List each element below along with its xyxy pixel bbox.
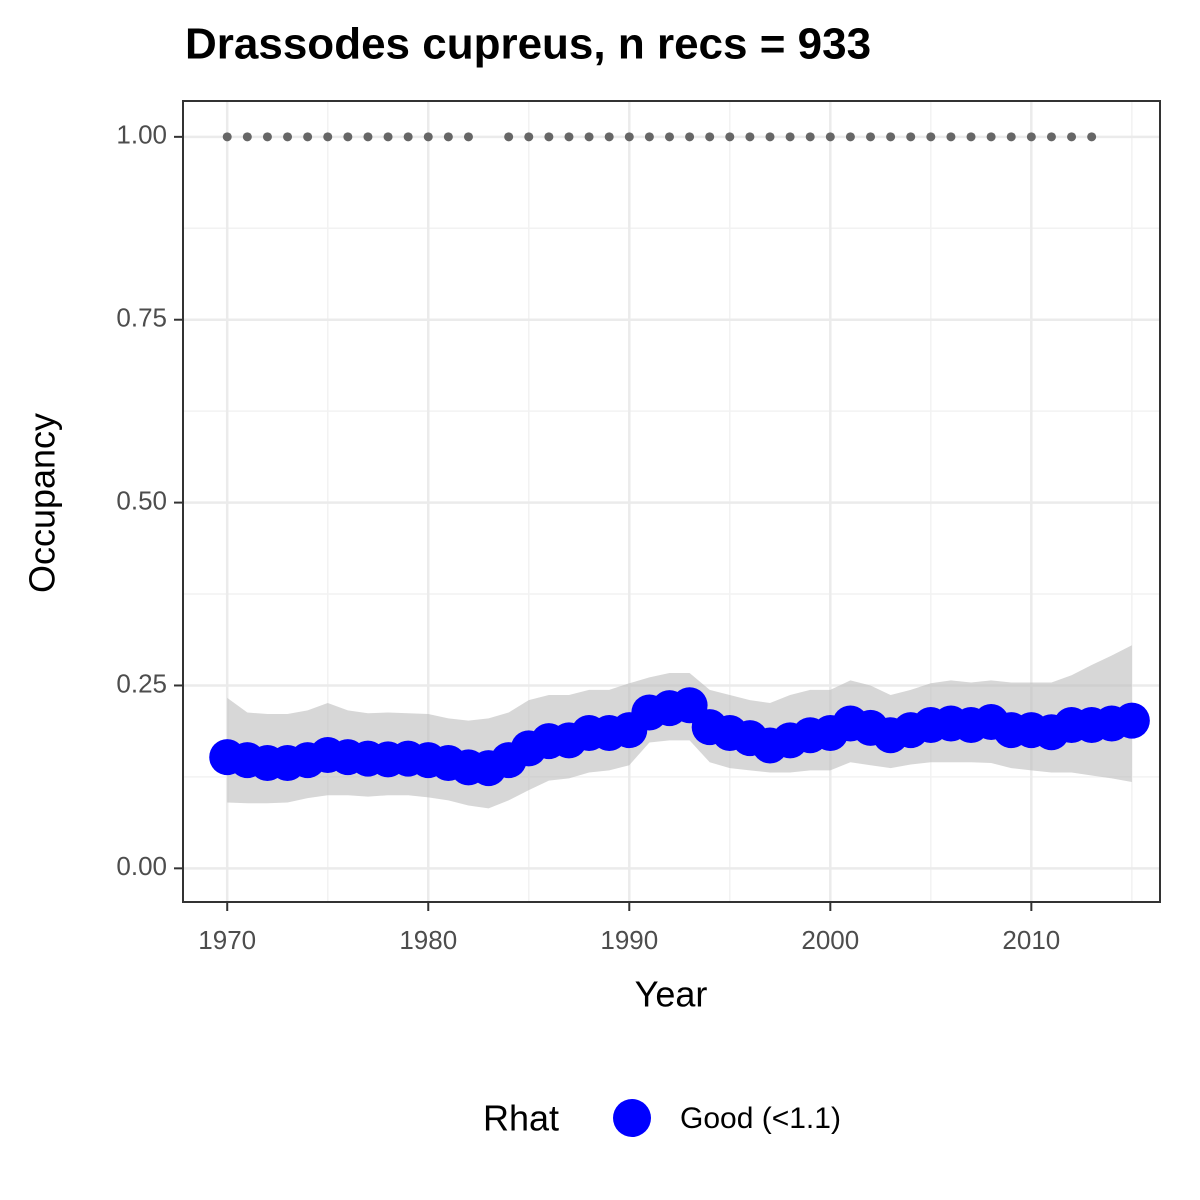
record-point [765, 132, 775, 142]
record-point [283, 132, 293, 142]
record-point [544, 132, 554, 142]
record-point [986, 132, 996, 142]
record-point [604, 132, 614, 142]
record-point [1006, 132, 1016, 142]
legend-marker [613, 1099, 651, 1137]
record-point [926, 132, 936, 142]
record-point [685, 132, 695, 142]
record-point [1067, 132, 1077, 142]
record-point [966, 132, 976, 142]
legend: Rhat Good (<1.1) [483, 1098, 841, 1139]
record-point [343, 132, 353, 142]
record-point [1026, 132, 1036, 142]
record-point [845, 132, 855, 142]
x-tick-label: 1990 [600, 925, 658, 955]
record-point [805, 132, 815, 142]
record-point [705, 132, 715, 142]
record-point [584, 132, 594, 142]
y-tick-label: 0.00 [116, 851, 167, 881]
axes: 1970 1980 1990 2000 2010 0.00 0.25 0.50 0.75 1.00 [116, 120, 1060, 955]
record-point [866, 132, 876, 142]
chart-title: Drassodes cupreus, n recs = 933 [185, 20, 871, 69]
x-tick-label: 2000 [801, 925, 859, 955]
record-point [443, 132, 453, 142]
y-axis-label: Occupancy [22, 413, 63, 593]
record-point [242, 132, 252, 142]
record-point [886, 132, 896, 142]
y-tick-label: 0.25 [116, 668, 167, 698]
record-point [644, 132, 654, 142]
x-tick-label: 1980 [399, 925, 457, 955]
record-point [725, 132, 735, 142]
record-point [624, 132, 634, 142]
x-tick-label: 1970 [198, 925, 256, 955]
record-point [664, 132, 674, 142]
record-point [1046, 132, 1056, 142]
legend-title: Rhat [483, 1098, 559, 1139]
record-point [323, 132, 333, 142]
record-point [785, 132, 795, 142]
y-tick-label: 0.50 [116, 485, 167, 515]
y-tick-label: 1.00 [116, 120, 167, 150]
record-point [745, 132, 755, 142]
record-point [825, 132, 835, 142]
record-point [383, 132, 393, 142]
occupancy-point [1113, 702, 1150, 739]
record-point [463, 132, 473, 142]
record-point [363, 132, 373, 142]
record-point [303, 132, 313, 142]
x-axis-label: Year [635, 974, 708, 1015]
panel-border [182, 100, 1161, 903]
y-tick-label: 0.75 [116, 303, 167, 333]
plot-area [209, 132, 1150, 809]
record-point [504, 132, 514, 142]
record-point [222, 132, 232, 142]
record-point [1087, 132, 1097, 142]
record-point [906, 132, 916, 142]
record-point [262, 132, 272, 142]
legend-label: Good (<1.1) [680, 1102, 841, 1135]
record-point [524, 132, 534, 142]
record-point [946, 132, 956, 142]
record-point [423, 132, 433, 142]
record-point [403, 132, 413, 142]
record-point [564, 132, 574, 142]
x-tick-label: 2010 [1002, 925, 1060, 955]
